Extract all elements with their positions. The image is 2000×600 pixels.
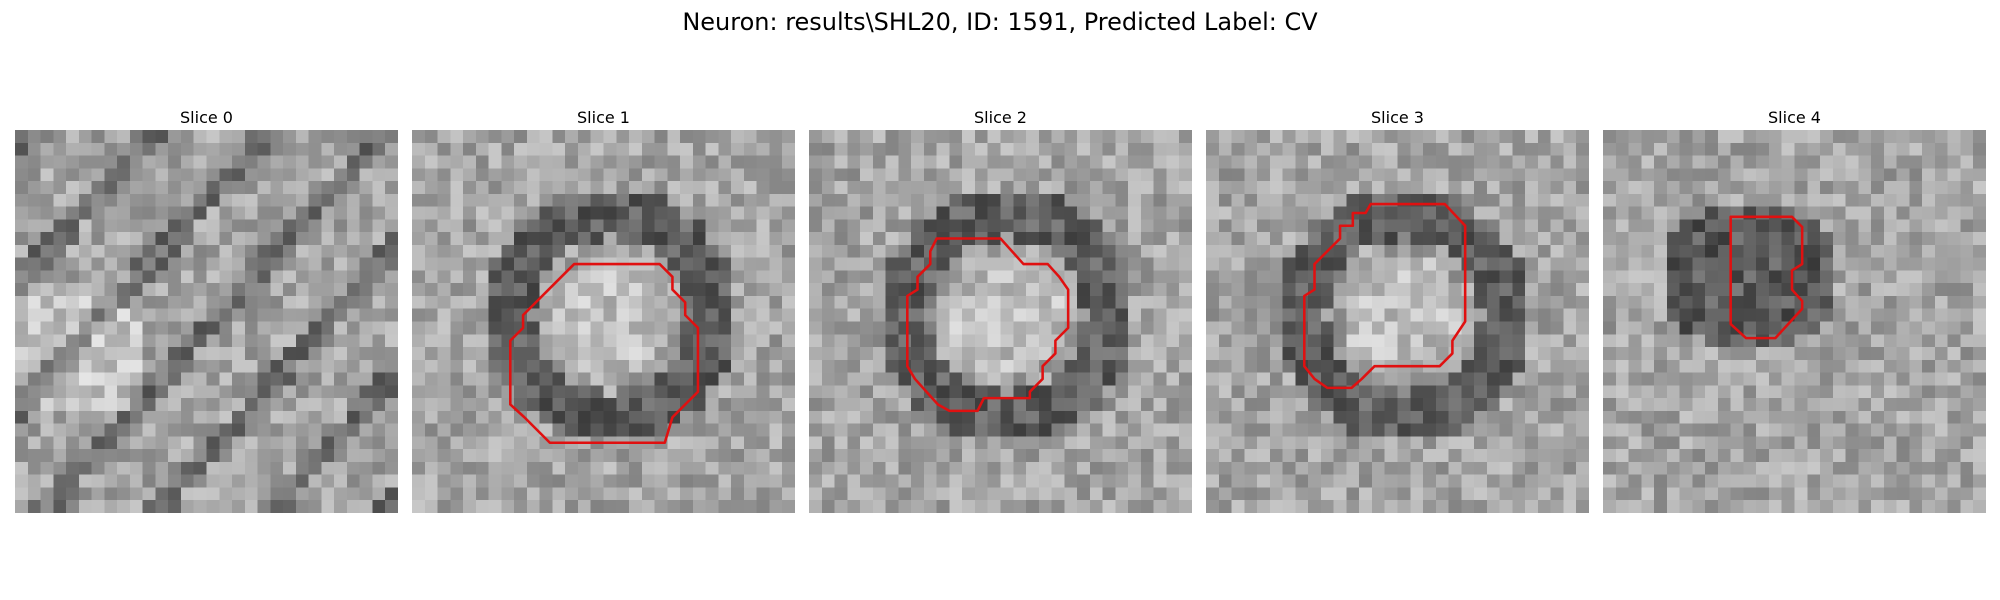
slice-panel-2: Slice 2 — [809, 108, 1192, 513]
slice-panel-0: Slice 0 — [15, 108, 398, 513]
slice-panel-1: Slice 1 — [412, 108, 795, 513]
slice-image — [1206, 130, 1589, 513]
slice-image — [412, 130, 795, 513]
segmentation-contour — [1303, 202, 1467, 390]
slice-panel-3: Slice 3 — [1206, 108, 1589, 513]
slice-panel-4: Slice 4 — [1603, 108, 1986, 513]
figure-title: Neuron: results\SHL20, ID: 1591, Predict… — [682, 8, 1318, 36]
slice-title: Slice 4 — [1768, 108, 1821, 127]
segmentation-contour — [15, 130, 398, 513]
slice-image — [809, 130, 1192, 513]
slice-title: Slice 3 — [1371, 108, 1424, 127]
slice-title: Slice 1 — [577, 108, 630, 127]
segmentation-contour — [509, 262, 700, 445]
slice-image — [15, 130, 398, 513]
contour-outline — [906, 237, 1070, 413]
slice-title: Slice 2 — [974, 108, 1027, 127]
slice-image — [1603, 130, 1986, 513]
segmentation-contour — [1729, 215, 1804, 340]
contour-outline — [509, 262, 700, 445]
contour-outline — [1729, 215, 1804, 340]
slice-title: Slice 0 — [180, 108, 233, 127]
segmentation-contour — [906, 237, 1070, 413]
contour-outline — [1303, 202, 1467, 390]
